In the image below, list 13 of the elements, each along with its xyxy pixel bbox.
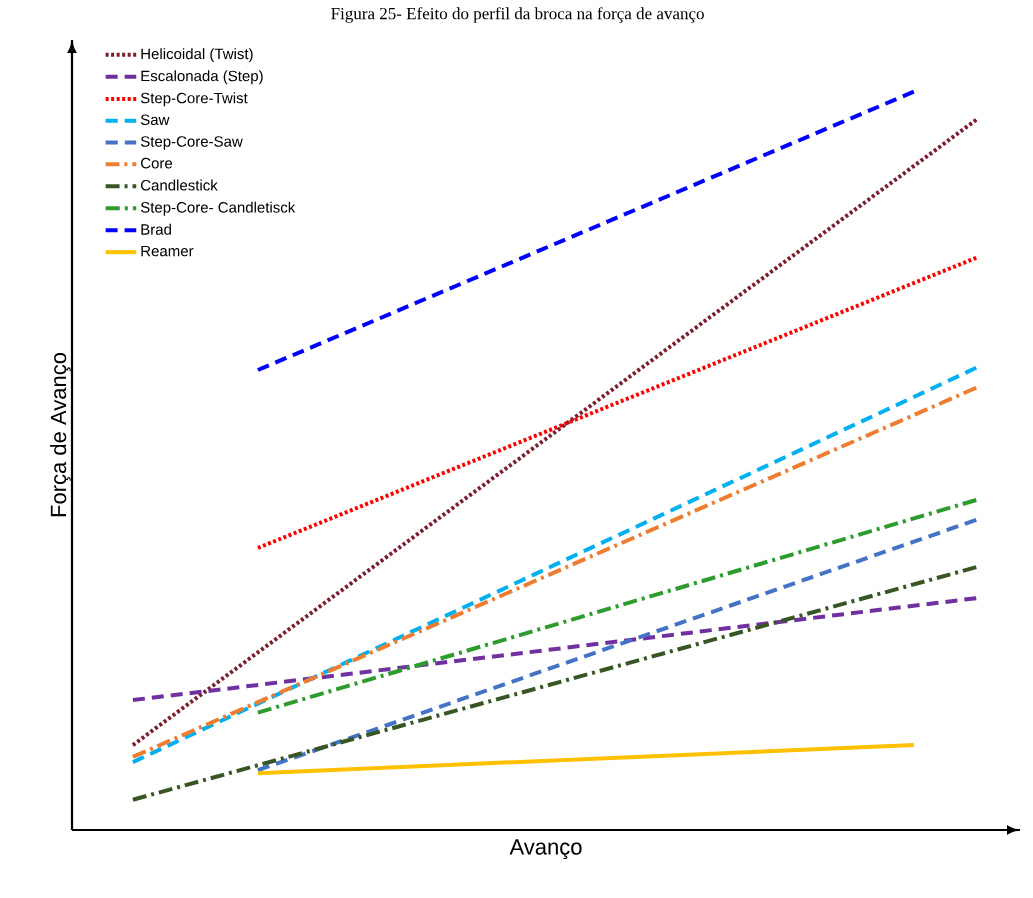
legend-label: Escalonada (Step): [141, 70, 263, 85]
legend-label: Step-Core-Saw: [140, 136, 243, 150]
x-axis-title: Avanço: [509, 839, 582, 860]
legend-label: Reamer: [141, 245, 194, 257]
legend-label: Saw: [140, 114, 170, 126]
legend-label: Brad: [141, 223, 171, 235]
legend-label: Step-Core-Twist: [140, 92, 248, 107]
legend-label: Core: [141, 157, 173, 169]
legend-label: Candlestick: [141, 179, 218, 191]
y-axis-title: Força de Avanço: [50, 352, 71, 517]
chart-title: Figura 25- Efeito do perfil da broca na força de avanço: [331, 7, 704, 23]
legend-label: Step-Core- Candletisck: [140, 201, 296, 216]
legend-label: Helicoidal (Twist): [141, 48, 253, 63]
